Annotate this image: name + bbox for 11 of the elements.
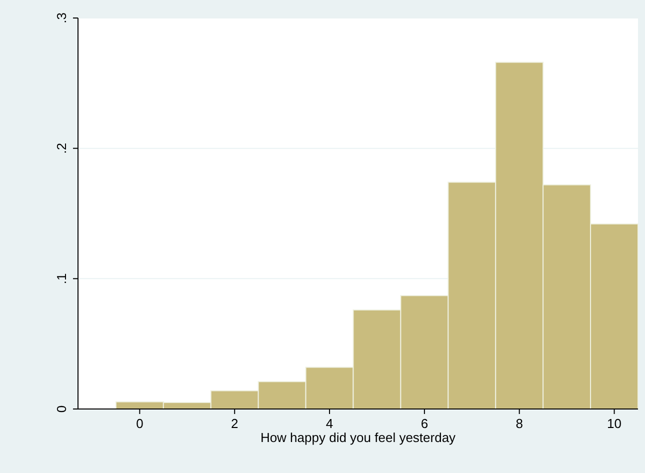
y-tick-label: .1: [54, 273, 69, 284]
x-tick-label: 0: [136, 416, 144, 431]
x-tick-label: 2: [230, 416, 238, 431]
x-tick-label: 6: [420, 416, 428, 431]
x-tick-label: 8: [516, 416, 523, 431]
y-tick-label: .2: [54, 142, 69, 154]
y-tick-label: 0: [54, 405, 69, 413]
x-tick-label: 10: [607, 416, 622, 431]
x-axis-title: How happy did you feel yesterday: [260, 430, 456, 445]
x-tick-label: 4: [326, 416, 334, 431]
y-tick-label: .3: [54, 12, 69, 24]
